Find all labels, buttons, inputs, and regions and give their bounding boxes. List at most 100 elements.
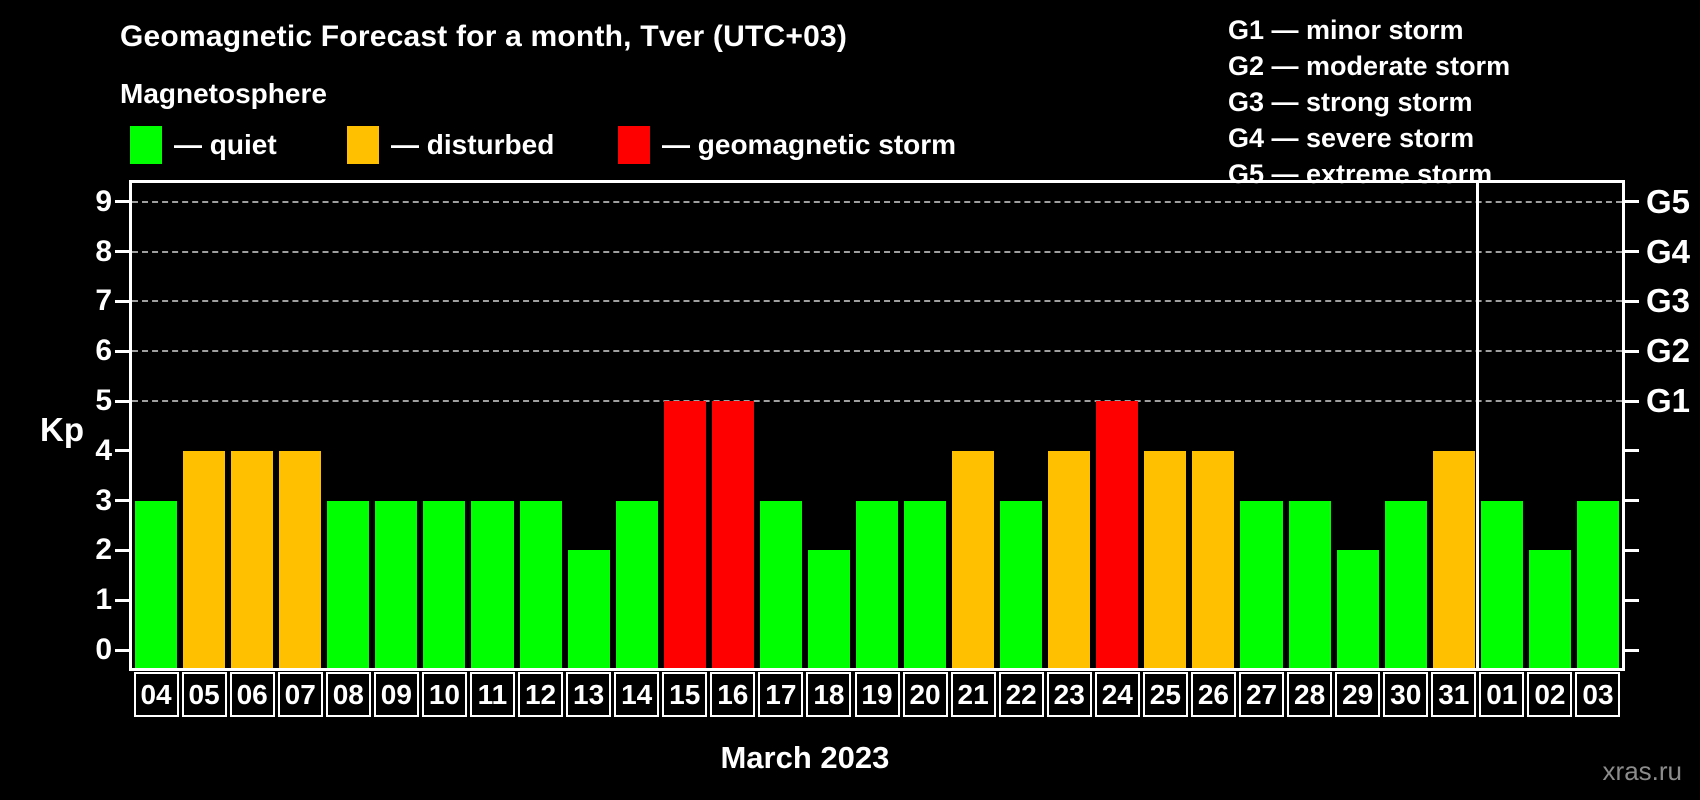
kp-bar-day-19 <box>855 500 899 668</box>
month-label: March 2023 <box>720 740 890 775</box>
ytick-label-1: 1 <box>95 583 112 617</box>
g4-legend-line: G4 — severe storm <box>1228 123 1475 153</box>
right-axis-tick-7 <box>1625 299 1639 303</box>
legend-label-quiet: — quiet <box>174 129 277 160</box>
day-label-31: 31 <box>1431 672 1477 717</box>
day-label-21: 21 <box>950 672 996 717</box>
left-axis-tick-0 <box>115 648 129 652</box>
right-axis-tick-2 <box>1625 548 1639 552</box>
gridline-kp9 <box>132 200 1622 203</box>
day-label-23: 23 <box>1046 672 1092 717</box>
page-title: Geomagnetic Forecast for a month, Tver (… <box>120 20 848 53</box>
kp-bar-day-12 <box>519 500 562 668</box>
day-label-06: 06 <box>229 672 275 717</box>
day-label-10: 10 <box>421 672 467 717</box>
right-axis-tick-1 <box>1625 598 1639 602</box>
left-axis-tick-6 <box>115 349 129 353</box>
g-axis-label-g2: G2 <box>1646 332 1691 370</box>
kp-bar-day-15 <box>663 401 706 668</box>
kp-bar-day-05 <box>183 450 226 668</box>
day-label-28: 28 <box>1287 672 1333 717</box>
g5-legend-line: G5 — extreme storm <box>1228 159 1493 189</box>
kp-bar-day-03 <box>1576 500 1619 668</box>
ytick-label-3: 3 <box>95 483 112 517</box>
left-axis-tick-3 <box>115 499 129 503</box>
ytick-label-8: 8 <box>95 234 112 268</box>
day-label-30: 30 <box>1383 672 1429 717</box>
g1-legend-line: G1 — minor storm <box>1228 15 1464 45</box>
day-label-25: 25 <box>1142 672 1188 717</box>
right-axis-tick-8 <box>1625 250 1639 254</box>
g3-legend-line: G3 — strong storm <box>1228 87 1473 117</box>
right-axis-tick-9 <box>1625 200 1639 204</box>
right-axis-tick-3 <box>1625 499 1639 503</box>
day-label-27: 27 <box>1239 672 1285 717</box>
gridline-kp6 <box>132 350 1622 353</box>
kp-bar-day-07 <box>279 450 322 668</box>
day-label-14: 14 <box>614 672 660 717</box>
right-axis-tick-4 <box>1625 449 1639 453</box>
ytick-label-9: 9 <box>95 184 112 218</box>
kp-bar-day-25 <box>1144 450 1187 668</box>
right-axis-tick-0 <box>1625 648 1639 652</box>
kp-bar-day-04 <box>135 500 178 668</box>
day-label-29: 29 <box>1335 672 1381 717</box>
day-label-20: 20 <box>902 672 948 717</box>
disturbed-color-swatch <box>347 126 379 164</box>
left-axis-tick-8 <box>115 250 129 254</box>
kp-bar-day-26 <box>1192 450 1235 668</box>
kp-bar-day-10 <box>423 500 466 668</box>
day-label-09: 09 <box>373 672 419 717</box>
kp-bar-day-14 <box>615 500 658 668</box>
day-label-26: 26 <box>1190 672 1236 717</box>
legend-item-storm: — geomagnetic storm <box>618 124 956 166</box>
g-axis-label-g3: G3 <box>1646 282 1691 320</box>
month-separator-line <box>1476 183 1480 668</box>
kp-bar-day-29 <box>1336 550 1379 668</box>
left-axis-tick-2 <box>115 548 129 552</box>
gridline-kp8 <box>132 250 1622 253</box>
ytick-label-4: 4 <box>95 433 112 467</box>
kp-bar-day-01 <box>1480 500 1523 668</box>
kp-bar-day-21 <box>952 450 995 668</box>
magnetosphere-label: Magnetosphere <box>120 78 327 109</box>
ytick-label-0: 0 <box>95 633 112 666</box>
day-label-12: 12 <box>518 672 564 717</box>
kp-bar-day-13 <box>567 550 610 668</box>
kp-bar-day-31 <box>1432 450 1475 668</box>
day-label-08: 08 <box>325 672 371 717</box>
day-label-05: 05 <box>181 672 227 717</box>
kp-bar-day-24 <box>1096 401 1139 668</box>
quiet-color-swatch <box>130 126 162 164</box>
xras-watermark: xras.ru <box>1602 756 1682 786</box>
day-label-11: 11 <box>469 672 515 717</box>
day-label-07: 07 <box>277 672 323 717</box>
left-axis-tick-7 <box>115 299 129 303</box>
day-label-16: 16 <box>710 672 756 717</box>
g-axis-label-g1: G1 <box>1646 382 1691 419</box>
gridline-kp7 <box>132 300 1622 303</box>
kp-axis-label: Kp <box>40 411 84 448</box>
kp-bar-day-23 <box>1048 450 1091 668</box>
day-label-17: 17 <box>758 672 804 717</box>
plot-inner <box>132 183 1622 668</box>
ytick-label-7: 7 <box>95 284 112 318</box>
ytick-label-2: 2 <box>95 533 112 567</box>
day-label-04: 04 <box>133 672 179 717</box>
g-scale-legend: G1 — minor storm G2 — moderate storm G3 … <box>1228 12 1510 192</box>
gridline-kp5 <box>132 400 1622 402</box>
kp-bar-day-18 <box>807 550 850 668</box>
legend-item-quiet: — quiet <box>130 124 277 166</box>
kp-bar-day-27 <box>1240 500 1283 668</box>
day-label-18: 18 <box>806 672 852 717</box>
ytick-label-5: 5 <box>95 384 112 417</box>
right-axis-tick-6 <box>1625 349 1639 353</box>
plot-area <box>129 180 1625 671</box>
right-axis-tick-5 <box>1625 399 1639 403</box>
left-axis-tick-5 <box>115 399 129 403</box>
kp-bar-day-16 <box>711 401 754 668</box>
legend-label-storm: — geomagnetic storm <box>662 129 957 160</box>
day-label-24: 24 <box>1094 672 1140 717</box>
